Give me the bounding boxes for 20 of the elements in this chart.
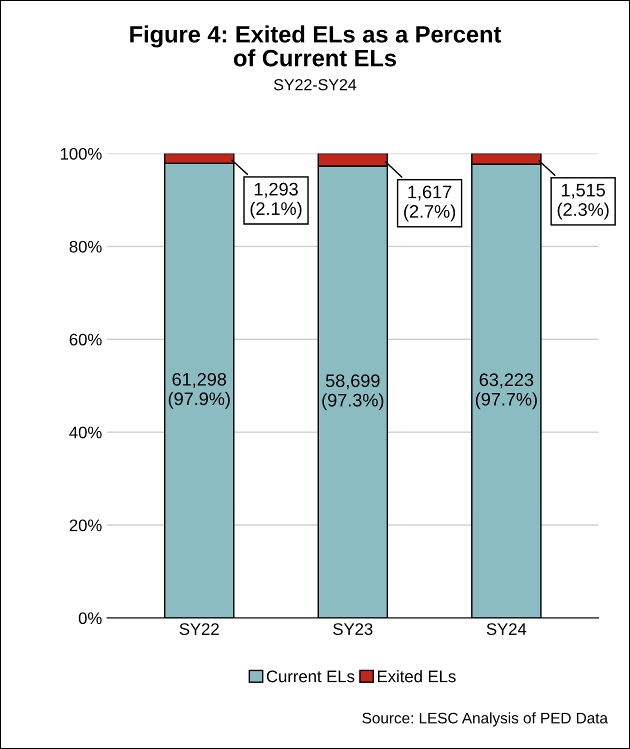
x-tick-label: SY23 xyxy=(333,623,372,636)
y-tick-label: 40% xyxy=(69,426,102,438)
data-label: 58,699 (97.3%) xyxy=(322,374,384,410)
y-tick-label: 20% xyxy=(70,519,102,532)
data-label: 1,293 (2.1%) xyxy=(250,182,302,219)
legend-label: Exited ELs xyxy=(378,670,456,682)
data-label: 1,617 (2.7%) xyxy=(404,186,456,222)
y-tick-label: 60% xyxy=(70,334,102,346)
y-tick-label: 100% xyxy=(60,148,102,160)
x-tick-label: SY22 xyxy=(180,623,219,636)
data-label: 1,515 (2.3%) xyxy=(558,184,609,220)
y-tick-label: 80% xyxy=(70,240,102,253)
data-label: 63,223 (97.7%) xyxy=(476,373,537,410)
source-note: Source: LESC Analysis of PED Data xyxy=(362,712,608,727)
chart-subtitle: SY22-SY24 xyxy=(274,79,356,90)
chart-title: Figure 4: Exited ELs as a Percent of Current ELs xyxy=(130,25,502,66)
legend-label: Current ELs xyxy=(266,670,354,682)
y-tick-label: 0% xyxy=(78,612,102,624)
x-tick-label: SY24 xyxy=(486,623,526,636)
data-label: 61,298 (97.9%) xyxy=(168,372,230,409)
